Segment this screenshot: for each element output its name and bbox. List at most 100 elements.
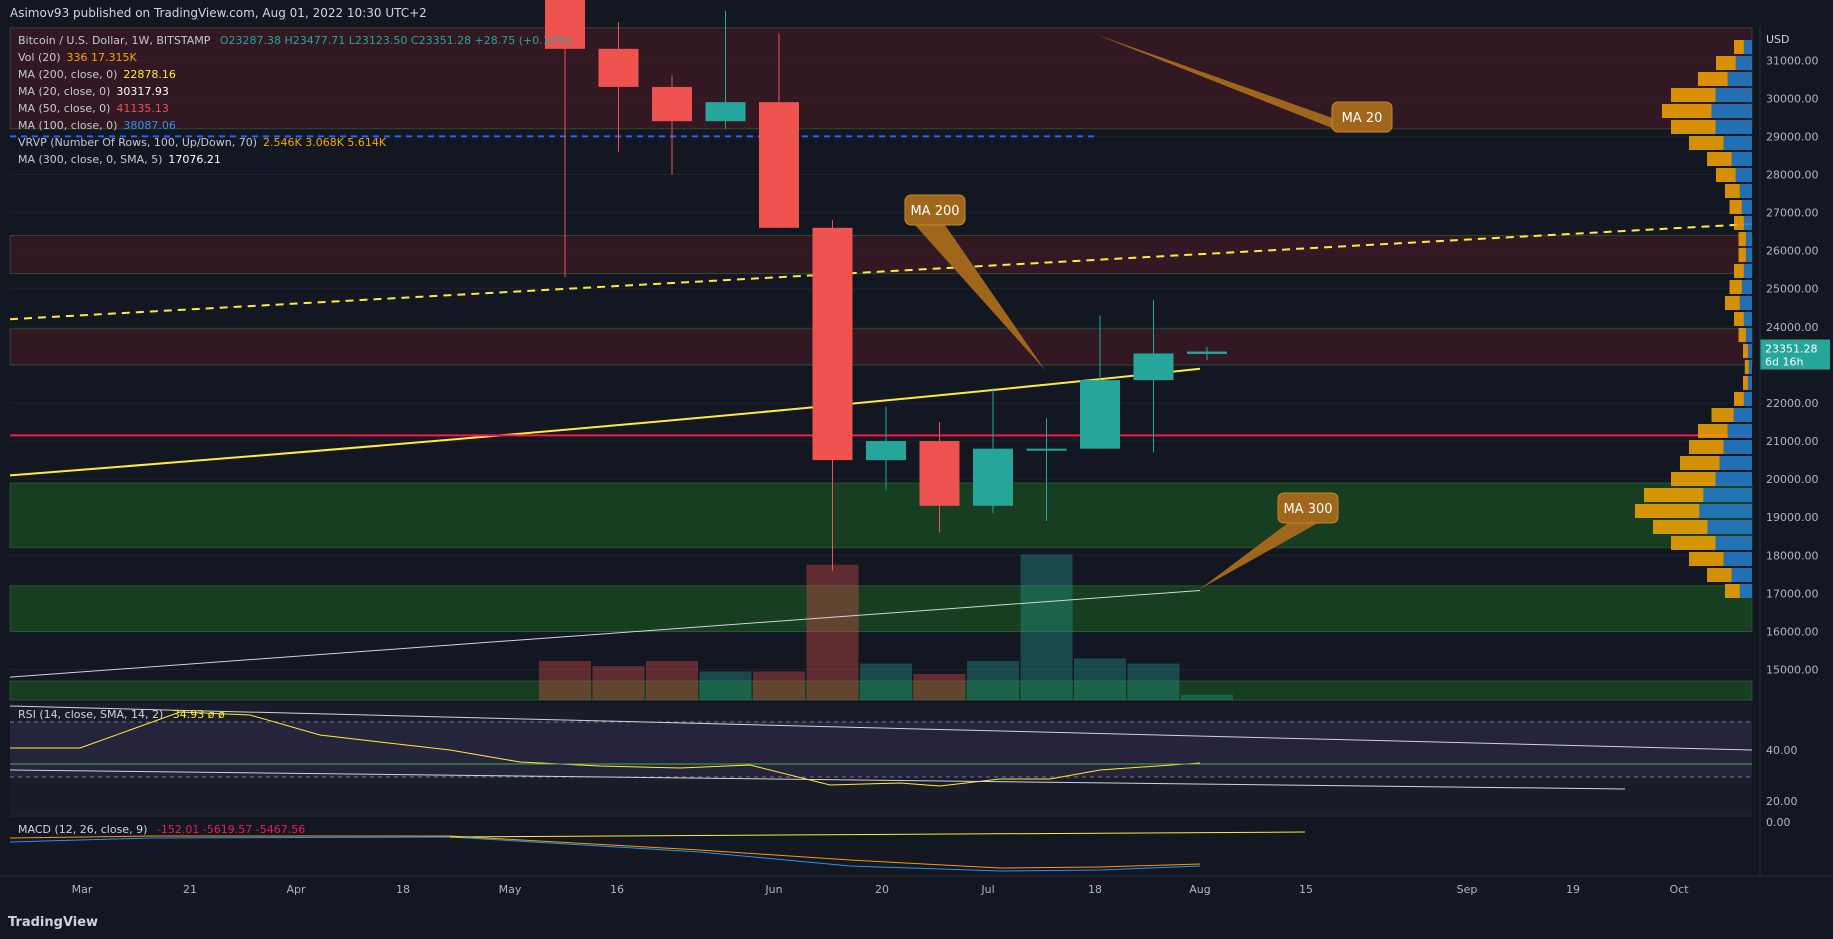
volume-bar — [592, 666, 645, 700]
ma200-callout-label: MA 200 — [910, 204, 959, 219]
time-tick-label: Jul — [980, 883, 994, 896]
vrvp-up-bar — [1644, 488, 1704, 502]
legend-row: MA (50, close, 0) 41135.13 — [18, 100, 572, 117]
time-tick-label: Jun — [764, 883, 782, 896]
time-tick-label: Apr — [286, 883, 306, 896]
time-tick-label: Sep — [1457, 883, 1478, 896]
price-tick-label: 18000.00 — [1766, 549, 1819, 562]
candle-body — [1080, 380, 1120, 449]
vrvp-down-bar — [1727, 424, 1752, 438]
legend-row-label: MA (200, close, 0) — [18, 68, 118, 81]
vrvp-down-bar — [1715, 536, 1752, 550]
vrvp-down-bar — [1739, 296, 1752, 310]
vrvp-up-bar — [1725, 296, 1740, 310]
vrvp-up-bar — [1738, 328, 1746, 342]
time-tick-label: 15 — [1299, 883, 1313, 896]
vrvp-up-bar — [1734, 392, 1744, 406]
vrvp-down-bar — [1743, 216, 1752, 230]
vrvp-up-bar — [1653, 520, 1708, 534]
vrvp-up-bar — [1725, 584, 1740, 598]
vrvp-down-bar — [1707, 520, 1752, 534]
vrvp-down-bar — [1748, 360, 1752, 374]
vrvp-up-bar — [1671, 120, 1716, 134]
legend-row-label: VRVP (Number Of Rows, 100, Up/Down, 70) — [18, 136, 258, 149]
rsi-band — [10, 722, 1752, 777]
legend-row-label: MA (300, close, 0, SMA, 5) — [18, 153, 163, 166]
volume-bar — [860, 663, 912, 700]
vrvp-up-bar — [1716, 168, 1736, 182]
price-tick-label: 27000.00 — [1766, 207, 1819, 220]
price-tick-label: 31000.00 — [1766, 54, 1819, 67]
time-tick-label: 18 — [1088, 883, 1102, 896]
vrvp-down-bar — [1747, 376, 1752, 390]
vrvp-down-bar — [1739, 584, 1752, 598]
volume-bar — [699, 671, 752, 700]
legend-row: VRVP (Number Of Rows, 100, Up/Down, 70) 2… — [18, 134, 572, 151]
vrvp-up-bar — [1707, 152, 1732, 166]
ma200-callout-box — [904, 194, 966, 226]
candle-body — [1187, 351, 1227, 354]
vrvp-down-bar — [1699, 504, 1752, 518]
candle-body — [919, 441, 960, 506]
candle-body — [652, 86, 692, 122]
axis-currency-label: USD — [1766, 33, 1790, 46]
vrvp-up-bar — [1689, 552, 1724, 566]
rsi-legend: RSI (14, close, SMA, 14, 2) 34.93 ø ø — [18, 708, 225, 721]
candle-body — [812, 227, 853, 461]
rsi-trendline-upper — [9, 705, 1753, 751]
price-tick-label: 22000.00 — [1766, 397, 1819, 410]
price-tick-label: 19000.00 — [1766, 511, 1819, 524]
price-tag-value: 23351.28 — [1765, 343, 1818, 356]
legend-row-values: 17076.21 — [168, 153, 221, 166]
price-tick-label: 25000.00 — [1766, 283, 1819, 296]
legend-row: MA (200, close, 0) 22878.16 — [18, 66, 572, 83]
chart-legend: Bitcoin / U.S. Dollar, 1W, BITSTAMP O232… — [18, 32, 572, 168]
vrvp-up-bar — [1671, 472, 1716, 486]
vrvp-up-bar — [1743, 344, 1748, 358]
price-zone-resistance — [9, 27, 1753, 130]
candle-body — [1133, 353, 1174, 381]
candle-body — [1026, 448, 1067, 451]
price-zone-support — [9, 482, 1753, 549]
time-tick-label: 16 — [610, 883, 624, 896]
vrvp-up-bar — [1734, 264, 1744, 278]
price-tick-label: 17000.00 — [1766, 587, 1819, 600]
volume-bar — [539, 661, 591, 700]
legend-ohlc: O23287.38 H23477.71 L23123.50 C23351.28 … — [219, 34, 572, 47]
time-tick-label: Mar — [72, 883, 93, 896]
legend-row-values: 38087.06 — [123, 119, 176, 132]
ma20-callout-box — [1331, 101, 1393, 133]
rsi-values: 34.93 ø ø — [172, 708, 225, 721]
price-tick-label: 30000.00 — [1766, 92, 1819, 105]
time-tick-label: 19 — [1566, 883, 1580, 896]
candle-body — [866, 441, 906, 461]
vrvp-up-bar — [1698, 72, 1728, 86]
price-tick-label: 21000.00 — [1766, 435, 1819, 448]
vrvp-up-bar — [1635, 504, 1700, 518]
volume-bar — [1127, 663, 1180, 700]
macd-line — [9, 836, 1201, 872]
footer-bar: TradingView — [0, 906, 1833, 939]
vrvp-down-bar — [1735, 56, 1752, 70]
vrvp-down-bar — [1715, 88, 1752, 102]
legend-row-label: MA (50, close, 0) — [18, 102, 111, 115]
time-tick-label: Oct — [1669, 883, 1689, 896]
time-tick-label: Aug — [1189, 883, 1210, 896]
vrvp-down-bar — [1723, 136, 1752, 150]
vrvp-up-bar — [1689, 440, 1724, 454]
vrvp-down-bar — [1711, 104, 1752, 118]
volume-bar — [646, 661, 698, 700]
ma200-line — [9, 367, 1201, 477]
vrvp-down-bar — [1743, 392, 1752, 406]
volume-bar — [913, 674, 966, 700]
volume-bar — [1074, 658, 1126, 700]
legend-row: MA (100, close, 0) 38087.06 — [18, 117, 572, 134]
price-tag — [1760, 339, 1830, 370]
vrvp-up-bar — [1743, 376, 1748, 390]
price-tick-label: 15000.00 — [1766, 664, 1819, 677]
legend-row: MA (300, close, 0, SMA, 5) 17076.21 — [18, 151, 572, 168]
vrvp-down-bar — [1719, 456, 1752, 470]
time-tick-label: 18 — [396, 883, 410, 896]
volume-bar — [1181, 694, 1233, 700]
